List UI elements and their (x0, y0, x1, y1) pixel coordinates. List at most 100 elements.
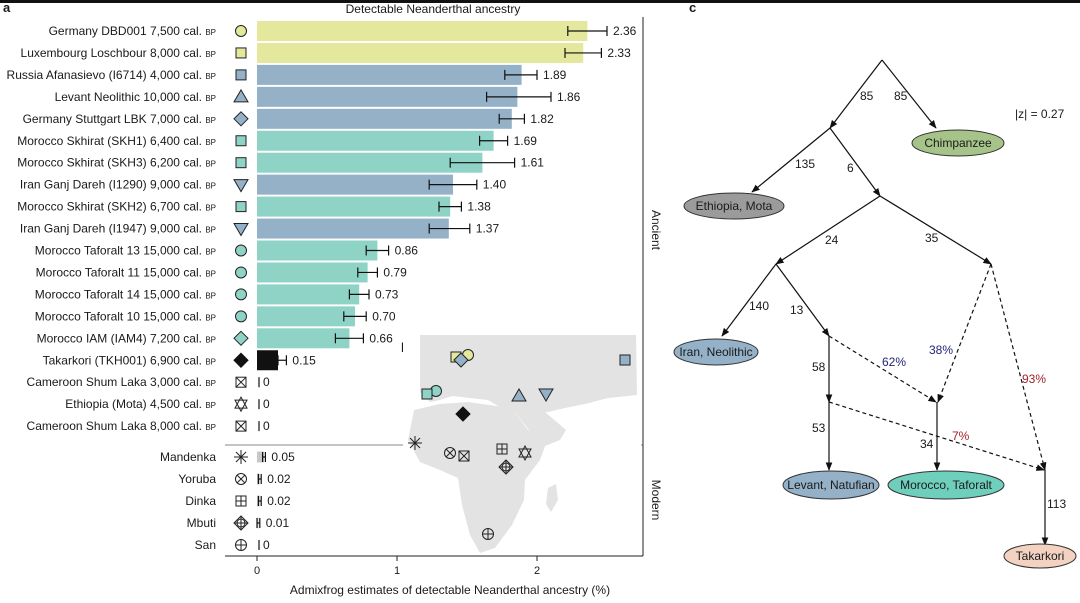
map-landmass-africa (408, 402, 548, 553)
leaf-node-chimpanzee (911, 129, 1005, 157)
ancient-row-10-label: Morocco Taforalt 13 15,000 cal. BP (35, 244, 216, 258)
leaf-node-iran (673, 338, 759, 366)
ancient-row-1-symbol-shape (235, 47, 247, 59)
admix-label-38: 38% (929, 343, 953, 357)
modern-row-0-symbol (234, 450, 248, 464)
leaf-label-morocco: Morocco, Taforalt (900, 478, 992, 492)
ancient-row-13-symbol (235, 310, 247, 323)
ancient-row-17-symbol-tri-up (234, 396, 248, 409)
map-marker-3 (619, 354, 631, 366)
ancient-row-4-label-unit: BP (205, 116, 216, 125)
edge-to-node2 (829, 127, 881, 197)
map-marker-10-b (445, 448, 455, 458)
x-tick-label-1: 1 (394, 565, 400, 577)
ancient-row-8-symbol (235, 201, 247, 213)
ancient-row-9-bar (257, 218, 449, 239)
ancient-row-10: Morocco Taforalt 13 15,000 cal. BP 0.86 (35, 240, 419, 261)
leaf-label-ethiopia: Ethiopia, Mota (696, 199, 773, 213)
ancient-row-14-symbol (233, 330, 249, 347)
modern-row-2-symbol (235, 495, 247, 507)
map-landmass-eurasia (420, 335, 637, 415)
bar-chart: Germany DBD001 7,500 cal. BP 2.36 Luxembou… (7, 21, 637, 552)
ancient-row-3-label-unit: BP (205, 94, 216, 103)
admix-edge-38 (937, 263, 992, 403)
ancient-row-18-value: 0 (263, 419, 270, 433)
ancient-row-16-symbol (235, 376, 247, 388)
map-landmass-madagascar (546, 484, 558, 512)
ancient-row-16-label-unit: BP (205, 379, 216, 388)
ancient-row-2-symbol (235, 69, 247, 81)
ancient-row-15-bar (257, 350, 278, 371)
edge-to-node3 (775, 195, 881, 265)
admix-edge-7 (828, 401, 1045, 471)
ancient-row-1-label: Luxembourg Loschbour 8,000 cal. BP (21, 46, 216, 60)
map-marker-12 (496, 443, 508, 455)
admix-edge-62 (828, 335, 937, 403)
ancient-row-13-label: Morocco Taforalt 10 15,000 cal. BP (35, 309, 216, 323)
ancient-row-7-label-unit: BP (205, 182, 216, 191)
map-marker-3-shape (619, 354, 631, 366)
ancient-row-12-symbol (235, 288, 247, 301)
map-marker-2-shape (453, 352, 469, 368)
ancient-row-14-label-unit: BP (205, 335, 216, 344)
ancient-row-15-symbol-shape (233, 352, 249, 368)
map-marker-15 (482, 528, 494, 540)
ancient-row-6-value: 1.61 (521, 156, 545, 170)
ancient-row-11-symbol (235, 266, 247, 279)
ancient-row-15-symbol (233, 352, 249, 368)
map-marker-8-shape (455, 406, 471, 422)
ancient-row-16: Cameroon Shum Laka 3,000 cal. BP 0 (27, 375, 270, 389)
ancient-row-11-label: Morocco Taforalt 11 15,000 cal. BP (36, 265, 216, 279)
map-marker-14 (498, 459, 514, 475)
ancient-row-2-label: Russia Afanasievo (I6714) 4,000 cal. BP (7, 68, 216, 82)
ancient-row-18: Cameroon Shum Laka 8,000 cal. BP 0 (27, 419, 270, 433)
leaf-node-levant (782, 470, 880, 500)
modern-row-1-symbol (235, 473, 247, 485)
map-marker-11-b (458, 450, 470, 462)
edge-label-to-node3: 24 (825, 233, 839, 247)
ancient-row-16-symbol-b (235, 376, 247, 388)
edge-label-root-left: 85 (860, 89, 874, 103)
ancient-row-9-label-unit: BP (205, 226, 216, 235)
edge-to-node4 (879, 195, 992, 265)
ancient-row-5-symbol (235, 135, 247, 147)
ancient-row-8-value: 1.38 (467, 200, 491, 214)
ancient-row-6-label-unit: BP (205, 160, 216, 169)
edge-to-iran (721, 263, 777, 337)
ancient-row-11-value: 0.79 (383, 265, 407, 279)
map-marker-11 (458, 450, 470, 462)
modern-row-1-value: 0.02 (267, 472, 291, 486)
modern-row-1-symbol-b (236, 474, 246, 484)
map-marker-7-shape (538, 388, 554, 402)
ancient-row-9: Iran Ganj Dareh (I1947) 9,000 cal. BP 1.3… (20, 218, 499, 239)
map-marker-7 (538, 388, 554, 402)
ancient-row-3-symbol (233, 88, 249, 103)
ancient-row-10-label-unit: BP (205, 248, 216, 257)
leaf-node-takarkori (1003, 543, 1077, 569)
ancient-row-10-value: 0.86 (395, 244, 419, 258)
ancient-row-17: Ethiopia (Mota) 4,500 cal. BP 0 (65, 396, 270, 413)
modern-row-3-value: 0.01 (266, 516, 290, 530)
ancient-row-6-symbol (235, 157, 247, 169)
ancient-row-7-bar (257, 174, 453, 195)
map-marker-13-tri-down (518, 448, 532, 462)
admix-label-93: 93% (1022, 372, 1046, 386)
admixture-graph: |z| = 0.27 85 85 135 6 24 35 140 13 58 5… (673, 59, 1077, 569)
ancient-row-16-value: 0 (263, 375, 270, 389)
ancient-row-13-label-unit: BP (205, 313, 216, 322)
ancient-row-14-value: 0.66 (369, 331, 393, 345)
group-label-ancient: Ancient (649, 210, 663, 251)
edge-root-left (829, 59, 883, 129)
ancient-row-15-label: Takarkori (TKH001) 6,900 cal. BP (43, 353, 216, 367)
modern-row-0-label: Mandenka (160, 450, 216, 464)
ancient-row-7: Iran Ganj Dareh (I1290) 9,000 cal. BP 1.4… (20, 174, 506, 195)
ancient-row-5-value: 1.69 (514, 134, 538, 148)
ancient-row-7-symbol-shape (233, 179, 249, 193)
modern-row-1-label: Yoruba (178, 472, 216, 486)
edge-label-to-iran: 140 (749, 299, 769, 313)
edge-label-to-morocco: 34 (920, 437, 934, 451)
ancient-row-5-symbol-shape (235, 135, 247, 147)
ancient-row-10-bar (257, 240, 378, 261)
ancient-row-18-label: Cameroon Shum Laka 8,000 cal. BP (27, 419, 216, 433)
